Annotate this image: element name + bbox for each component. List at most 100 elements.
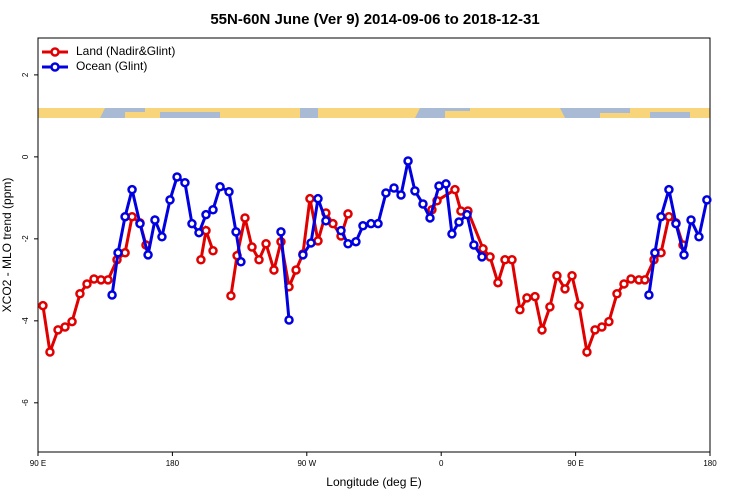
- data-point: [351, 236, 361, 247]
- data-point: [560, 284, 570, 294]
- data-point: [247, 242, 257, 252]
- data-point: [240, 213, 250, 223]
- data-point: [224, 186, 234, 197]
- data-point: [425, 213, 435, 223]
- data-point: [157, 232, 167, 242]
- data-point: [493, 277, 503, 288]
- data-point: [477, 252, 487, 262]
- data-point: [236, 257, 246, 267]
- y-tick-label: 2: [21, 72, 30, 77]
- data-point: [38, 300, 48, 311]
- data-point: [113, 248, 123, 258]
- data-point: [45, 347, 55, 357]
- data-point: [650, 248, 660, 258]
- data-point: [619, 279, 629, 289]
- data-point: [515, 305, 525, 315]
- data-point: [269, 265, 279, 275]
- data-point: [75, 289, 85, 299]
- data-point: [201, 209, 211, 220]
- x-tick-label: 180: [703, 459, 717, 468]
- data-point: [194, 227, 204, 238]
- data-point: [574, 300, 584, 311]
- data-point: [656, 211, 666, 222]
- data-point: [103, 275, 113, 285]
- data-point: [410, 186, 420, 196]
- data-point: [664, 211, 674, 222]
- y-tick-label: 0: [21, 154, 30, 159]
- data-point: [321, 216, 331, 226]
- data-point: [640, 275, 650, 285]
- data-point: [389, 183, 399, 193]
- data-point: [231, 227, 241, 237]
- legend-marker: [50, 47, 60, 57]
- data-point: [82, 279, 92, 289]
- data-point: [450, 184, 460, 195]
- data-point: [261, 239, 271, 249]
- data-point: [530, 291, 540, 302]
- data-point: [165, 195, 175, 205]
- data-point: [180, 177, 190, 188]
- data-point: [358, 220, 368, 231]
- data-point: [478, 243, 488, 254]
- data-point: [150, 215, 160, 225]
- legend-marker: [50, 62, 60, 72]
- data-point: [343, 239, 353, 249]
- data-point: [418, 199, 428, 209]
- y-tick-label: -2: [21, 235, 30, 243]
- x-tick-label: 0: [439, 459, 444, 468]
- data-point: [537, 325, 547, 335]
- data-point: [671, 218, 681, 229]
- data-point: [597, 322, 607, 332]
- x-tick-label: 180: [166, 459, 180, 468]
- chart-title: 55N-60N June (Ver 9) 2014-09-06 to 2018-…: [210, 11, 539, 28]
- data-point: [120, 211, 130, 222]
- data-point: [60, 322, 70, 332]
- y-tick-label: -4: [21, 317, 30, 325]
- data-point: [686, 215, 696, 225]
- y-tick-label: -6: [21, 399, 30, 407]
- data-point: [552, 270, 562, 281]
- data-point: [135, 218, 145, 229]
- data-point: [127, 184, 137, 195]
- x-tick-label: 90 E: [30, 459, 46, 468]
- data-point: [522, 293, 532, 303]
- data-point: [454, 217, 464, 227]
- data-point: [664, 184, 674, 195]
- x-tick-label: 90 W: [297, 459, 316, 468]
- data-point: [582, 347, 592, 357]
- data-point: [215, 182, 225, 192]
- data-point: [604, 316, 614, 327]
- data-point: [612, 289, 622, 299]
- data-point: [187, 218, 197, 229]
- data-point: [644, 290, 654, 300]
- data-point: [679, 250, 689, 260]
- data-point: [396, 190, 406, 200]
- data-point: [567, 270, 577, 281]
- data-point: [107, 290, 117, 300]
- data-point: [306, 238, 316, 248]
- data-point: [305, 193, 315, 204]
- data-point: [291, 265, 301, 275]
- data-point: [284, 315, 294, 325]
- data-point: [507, 255, 517, 265]
- data-point: [208, 245, 218, 256]
- data-point: [143, 250, 153, 260]
- data-point: [172, 172, 182, 182]
- data-point: [403, 156, 413, 166]
- data-point: [469, 240, 479, 250]
- y-axis-label: XCO2 - MLO trend (ppm): [0, 178, 14, 313]
- data-point: [373, 218, 383, 229]
- data-point: [196, 255, 206, 265]
- legend-label: Ocean (Glint): [76, 59, 147, 73]
- data-point: [276, 227, 286, 237]
- data-point: [298, 250, 308, 260]
- data-point: [254, 255, 264, 265]
- legend-label: Land (Nadir&Glint): [76, 44, 175, 58]
- data-point: [336, 225, 346, 236]
- data-point: [694, 232, 704, 242]
- data-point: [702, 195, 712, 205]
- data-point: [67, 316, 77, 327]
- data-point: [226, 291, 236, 301]
- data-point: [343, 209, 353, 219]
